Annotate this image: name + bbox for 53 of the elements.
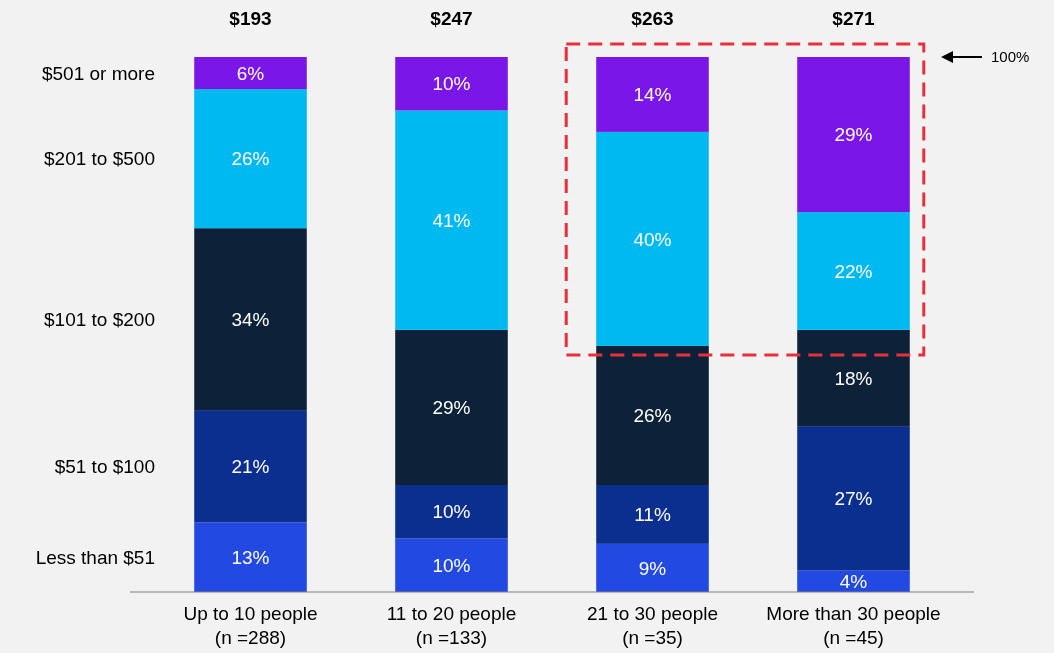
data-label: 40% bbox=[633, 228, 672, 250]
data-label: 27% bbox=[834, 488, 873, 510]
data-label: 29% bbox=[834, 124, 873, 146]
bar bbox=[596, 543, 709, 592]
bar bbox=[596, 345, 709, 485]
bar bbox=[194, 57, 307, 90]
text: $101 to $200 bbox=[44, 308, 155, 330]
data-label: 34% bbox=[231, 308, 270, 330]
text: $51 to $100 bbox=[54, 455, 155, 477]
text: $271 bbox=[832, 8, 876, 29]
bar bbox=[395, 110, 508, 330]
bar bbox=[596, 57, 709, 132]
data-label: 18% bbox=[834, 367, 873, 389]
bar bbox=[395, 538, 508, 592]
bar bbox=[797, 57, 910, 213]
data-label: 13% bbox=[231, 546, 270, 568]
bar bbox=[797, 212, 910, 330]
bar bbox=[596, 485, 709, 544]
text: $201 to $500 bbox=[44, 148, 155, 170]
data-label: 14% bbox=[633, 84, 672, 106]
bar bbox=[797, 329, 910, 427]
data-label: 9% bbox=[638, 557, 667, 579]
bar bbox=[194, 410, 307, 523]
bar bbox=[194, 522, 307, 592]
data-label: 26% bbox=[633, 405, 672, 427]
data-label: 10% bbox=[432, 73, 471, 95]
text: Less than $51 bbox=[35, 546, 155, 568]
x-tick-label: Up to 10 people (n =288) bbox=[183, 603, 318, 648]
bar bbox=[395, 485, 508, 539]
bar bbox=[395, 329, 508, 485]
data-label: 26% bbox=[231, 148, 270, 170]
x-tick-label: 21 to 30 people (n =35) bbox=[586, 603, 719, 648]
bar bbox=[194, 89, 307, 229]
text: $193 bbox=[229, 8, 272, 29]
text: $263 bbox=[631, 8, 674, 29]
bar bbox=[596, 131, 709, 346]
data-label: 6% bbox=[236, 62, 265, 84]
data-label: 4% bbox=[839, 570, 868, 592]
x-tick-label: 11 to 20 people (n =133) bbox=[386, 603, 517, 648]
data-label: 11% bbox=[634, 504, 671, 526]
data-label: 22% bbox=[834, 260, 873, 282]
bar bbox=[797, 426, 910, 571]
bar bbox=[194, 228, 307, 411]
data-label: 21% bbox=[231, 455, 270, 477]
text: 100% bbox=[991, 48, 1030, 66]
bar bbox=[395, 57, 508, 111]
data-label: 10% bbox=[432, 501, 471, 523]
data-label: 29% bbox=[432, 397, 471, 419]
x-tick-label: More than 30 people (n =45) bbox=[766, 603, 941, 648]
text: $501 or more bbox=[41, 62, 155, 84]
data-label: 41% bbox=[432, 209, 471, 231]
data-label: 10% bbox=[432, 554, 471, 576]
text: $247 bbox=[430, 8, 473, 29]
